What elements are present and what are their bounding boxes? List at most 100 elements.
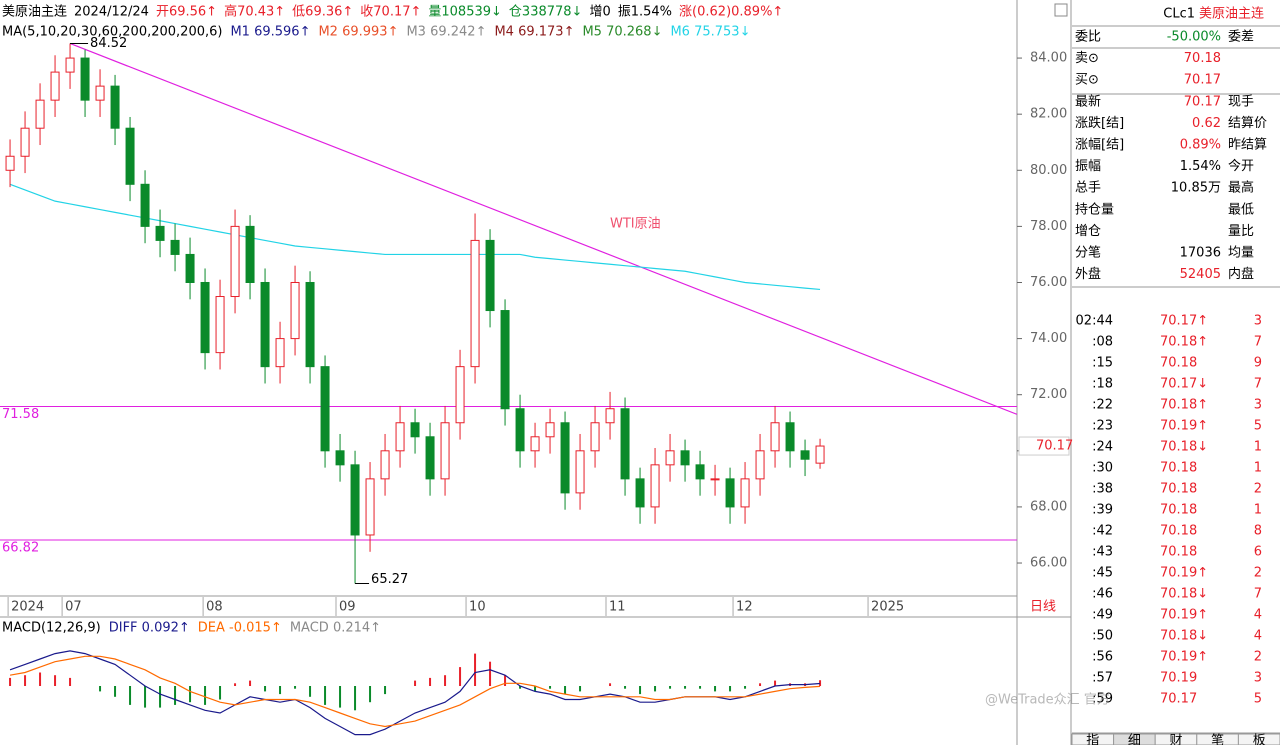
header-item: 收70.17↑: [360, 5, 421, 20]
y-tick-label: 68.00: [1030, 499, 1067, 514]
candle-body: [440, 422, 450, 480]
trade-time: :39: [1092, 503, 1113, 518]
tab-label[interactable]: 笔: [1211, 733, 1224, 745]
trade-volume: 1: [1254, 503, 1262, 518]
trade-volume: 1: [1254, 461, 1262, 476]
legend-entry: M4 69.173↑: [494, 25, 574, 40]
candle-body: [260, 281, 270, 368]
period-button[interactable]: 日线: [1030, 600, 1056, 615]
candle-body: [5, 155, 15, 171]
trade-time: :38: [1092, 482, 1113, 497]
candle-body: [380, 450, 390, 480]
trade-time: :49: [1092, 608, 1113, 623]
candle-body: [455, 366, 465, 424]
candle-body: [185, 253, 195, 283]
candle-body: [470, 239, 480, 368]
trade-volume: 7: [1254, 335, 1262, 350]
quote-right-label: 最低: [1228, 202, 1254, 217]
quote-label: 持仓量: [1075, 202, 1114, 217]
candle-body: [710, 478, 720, 481]
trade-time: :56: [1092, 650, 1113, 665]
quote-right-label: 量比: [1228, 224, 1254, 239]
legend-entry: M5 70.268↓: [582, 25, 662, 40]
peak-label: 84.52: [90, 36, 127, 51]
trade-volume: 7: [1254, 587, 1262, 602]
tab-label[interactable]: 财: [1169, 734, 1182, 745]
quote-right-label: 昨结算: [1228, 138, 1267, 153]
trough-label: 65.27: [371, 572, 408, 587]
quote-label: 买⊙: [1075, 73, 1099, 88]
trade-time: :08: [1092, 335, 1113, 350]
trade-time: :43: [1092, 545, 1113, 560]
trade-volume: 8: [1254, 524, 1262, 539]
trade-time: :50: [1092, 629, 1113, 644]
trade-price: 70.18↑: [1160, 335, 1208, 350]
header-item: 振1.54%: [618, 5, 672, 20]
legend-entry: M2 69.993↑: [318, 25, 398, 40]
header-item: 增0: [589, 5, 610, 20]
candle-body: [305, 281, 315, 368]
trade-time: :18: [1092, 377, 1113, 392]
candle-body: [575, 450, 585, 494]
y-tick-label: 84.00: [1030, 51, 1067, 66]
x-tick-label: 08: [206, 600, 223, 615]
annotation: WTI原油: [610, 217, 661, 232]
trade-volume: 4: [1254, 629, 1262, 644]
candle-body: [785, 422, 795, 452]
candle-body: [35, 99, 45, 129]
header-item: 美原油主连: [2, 4, 67, 20]
tab-label[interactable]: 板: [1253, 734, 1266, 745]
trade-volume: 3: [1254, 671, 1262, 686]
quote-value: 70.17: [1184, 94, 1221, 109]
tab[interactable]: [1237, 733, 1280, 745]
trade-price: 70.18: [1160, 524, 1197, 539]
trade-time: 02:44: [1076, 314, 1113, 329]
trade-volume: 9: [1254, 356, 1262, 371]
trade-volume: 2: [1254, 650, 1262, 665]
trade-price: 70.19↑: [1160, 650, 1208, 665]
quote-value: 0.89%: [1180, 138, 1221, 153]
header-item: 2024/12/24: [74, 5, 149, 20]
candle-body: [725, 478, 735, 508]
candle-body: [350, 464, 360, 536]
trade-volume: 2: [1254, 482, 1262, 497]
tab-label[interactable]: 指: [1086, 734, 1099, 745]
x-tick-label: 2025: [871, 600, 904, 615]
candle-body: [485, 239, 495, 312]
x-tick-label: 11: [609, 600, 626, 615]
quote-label: 分笔: [1075, 245, 1101, 261]
header-item: 仓338778↓: [509, 5, 583, 20]
trade-time: :46: [1092, 587, 1113, 602]
trade-time: :45: [1092, 566, 1113, 581]
legend-entry: DIFF 0.092↑: [109, 621, 190, 636]
quote-value: 1.54%: [1180, 159, 1221, 174]
tab-label[interactable]: 细: [1128, 734, 1141, 745]
trade-price: 70.18: [1160, 545, 1197, 560]
ma-title: MA(5,10,20,30,60,200,200,200,6): [2, 25, 222, 40]
settings-icon[interactable]: [1054, 3, 1068, 17]
candle-body: [230, 225, 240, 298]
trade-price: 70.17: [1160, 692, 1197, 707]
candle-body: [275, 338, 285, 368]
x-tick-label: 12: [736, 600, 753, 615]
trade-time: :24: [1092, 440, 1113, 455]
candle-body: [215, 296, 225, 354]
trade-price: 70.19↑: [1160, 608, 1208, 623]
candle-body: [500, 310, 510, 410]
header-item: 量108539↓: [428, 5, 502, 20]
trade-time: :22: [1092, 398, 1113, 413]
trendline: [69, 42, 1018, 415]
y-tick-label: 82.00: [1030, 107, 1067, 122]
trade-price: 70.18↓: [1160, 629, 1208, 644]
trade-time: :23: [1092, 419, 1113, 434]
trade-time: :57: [1092, 671, 1113, 686]
quote-right-label: 委差: [1228, 30, 1254, 45]
y-tick-label: 74.00: [1030, 331, 1067, 346]
legend-entry: M3 69.242↑: [406, 25, 486, 40]
candle-body: [815, 445, 825, 464]
y-tick-label: 76.00: [1030, 275, 1067, 290]
quote-code: CLc1: [1163, 7, 1195, 22]
header-item: 低69.36↑: [292, 5, 353, 20]
